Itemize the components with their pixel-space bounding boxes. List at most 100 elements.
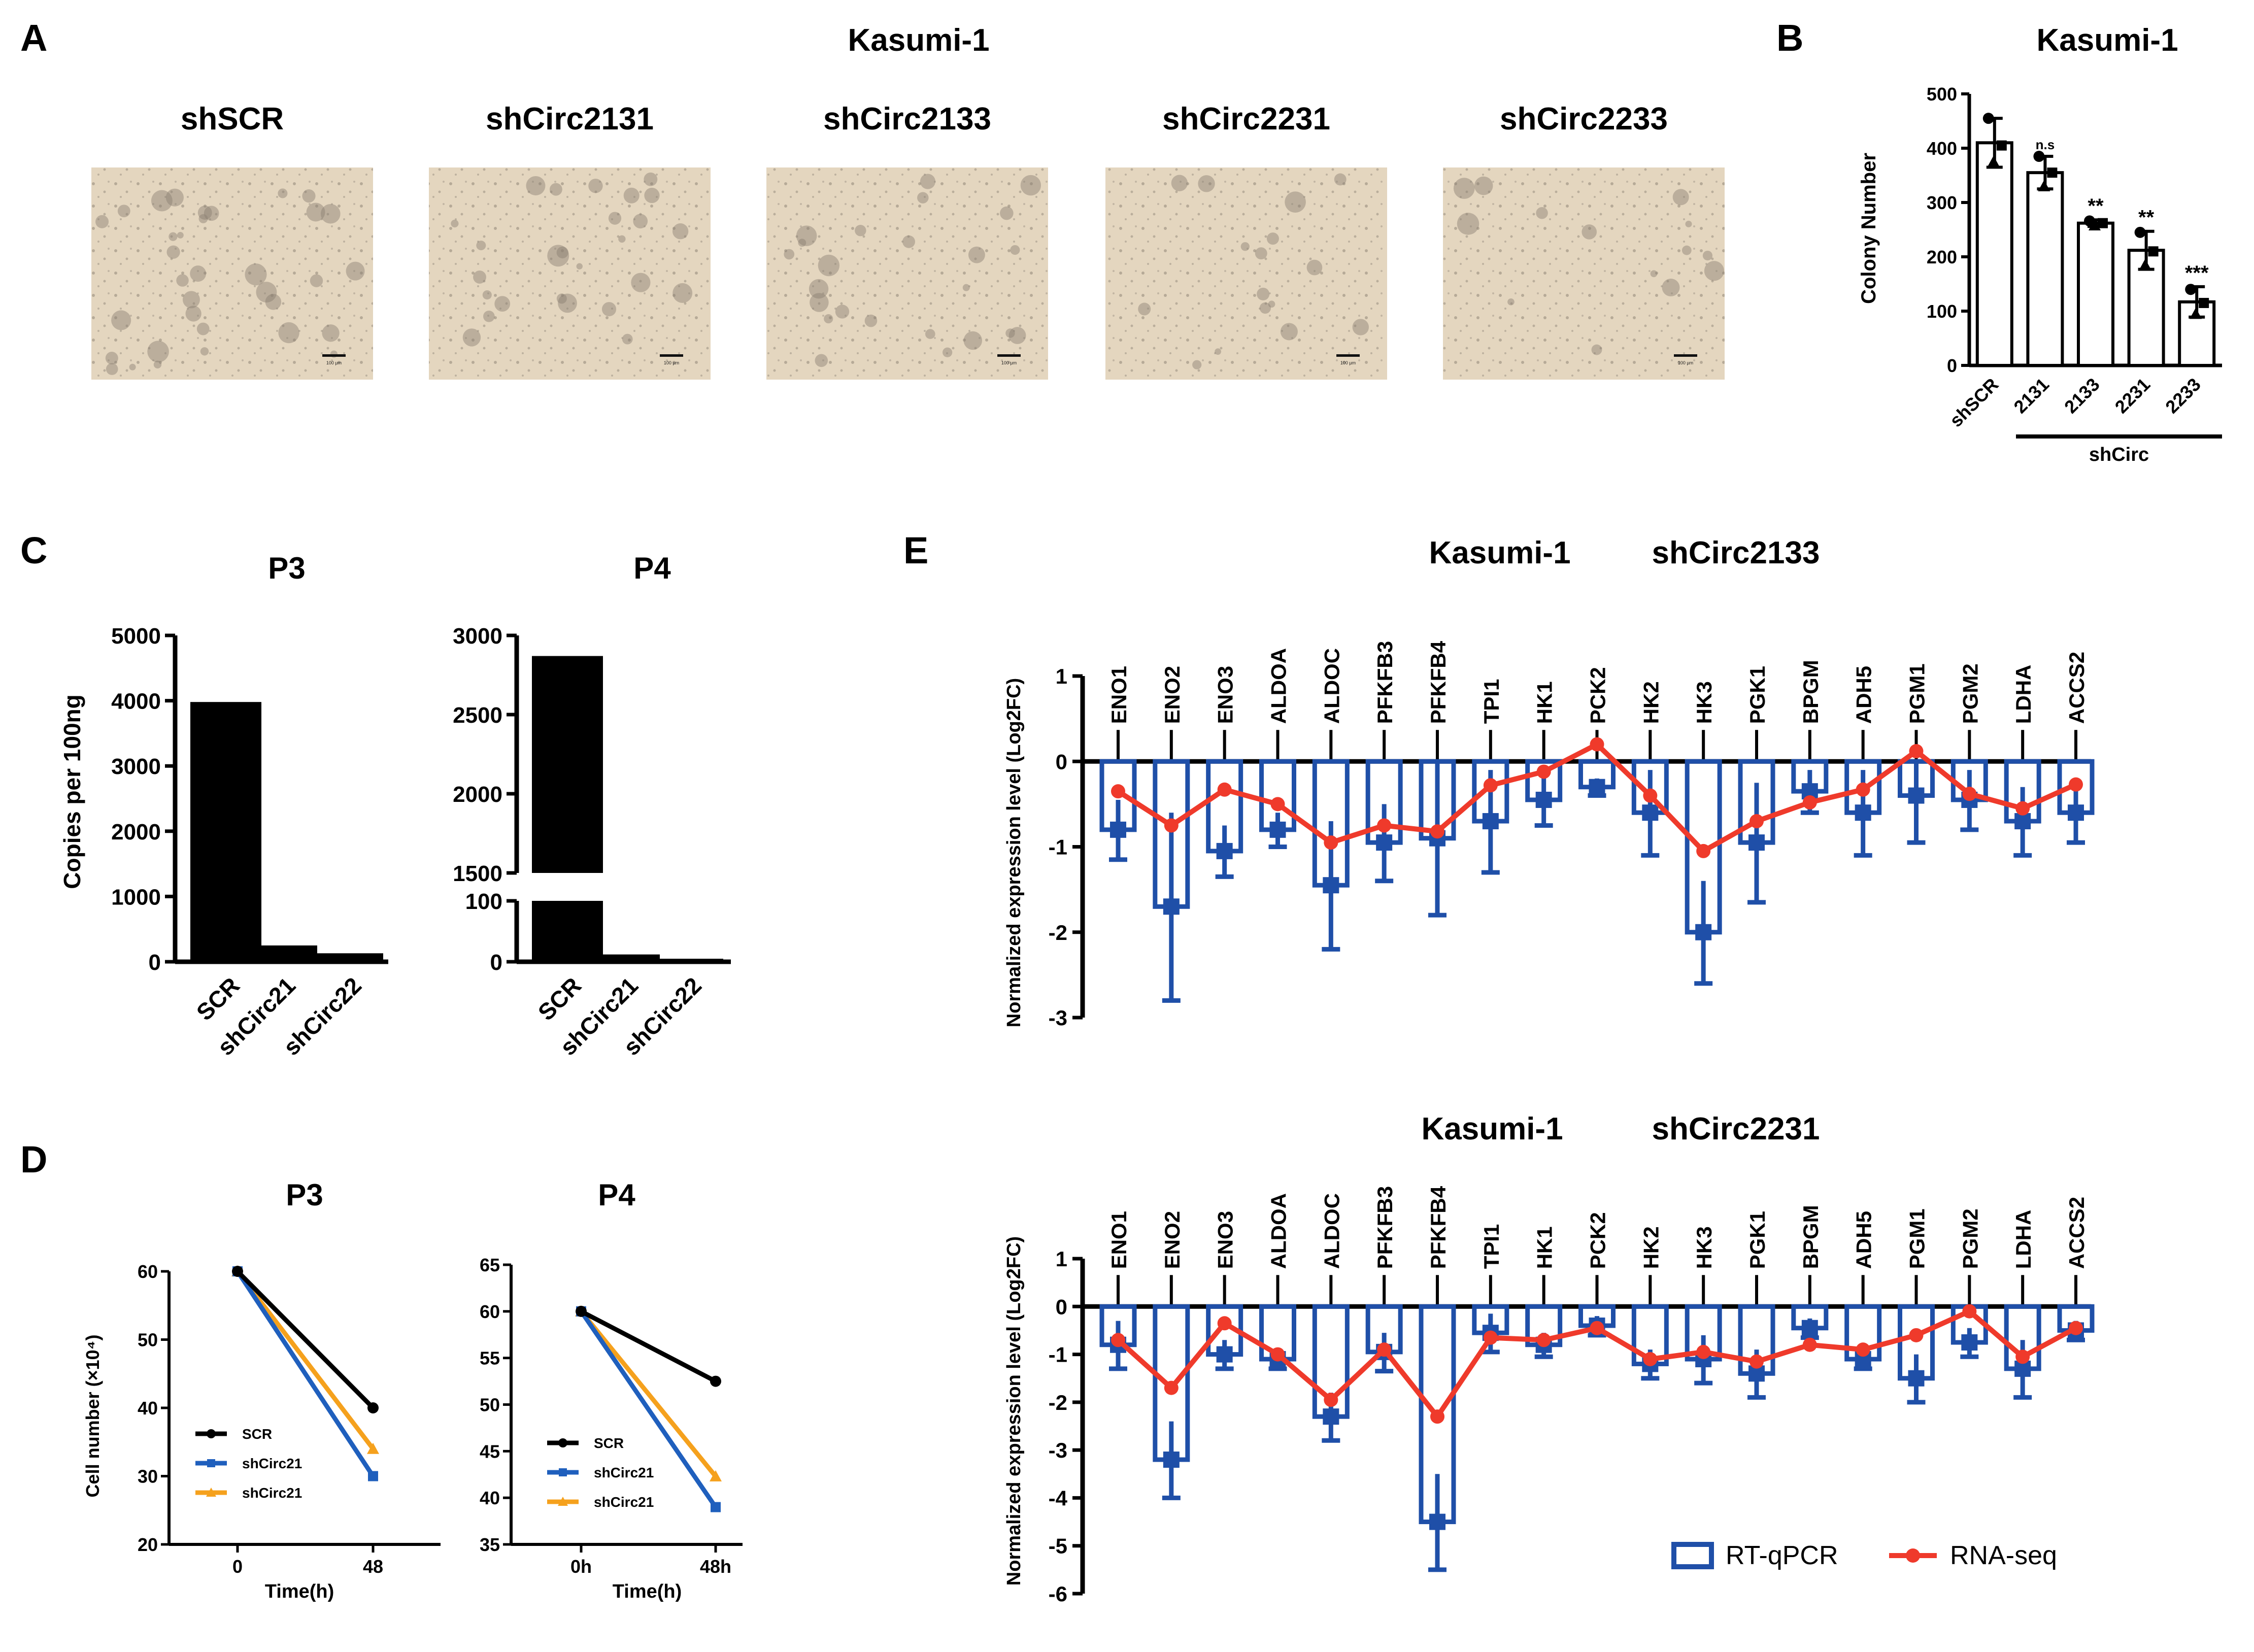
b-bar — [2077, 221, 2114, 367]
cell-cluster — [784, 249, 795, 260]
c3-y-tick-label: 0 — [149, 950, 161, 975]
cell-cluster — [1457, 213, 1479, 235]
cell-cluster — [902, 235, 916, 248]
d3-series-line — [236, 1270, 375, 1451]
cell-cluster — [494, 296, 511, 312]
cell-cluster — [256, 282, 277, 303]
b-point — [2089, 219, 2101, 230]
d3-legend-marker — [207, 1429, 216, 1438]
e1-category-label: ALDOC — [1320, 648, 1343, 724]
cell-cluster — [917, 192, 929, 204]
panel-e: Kasumi-1 shCirc2133 Normalized expressio… — [1003, 535, 2095, 1606]
cell-cluster — [644, 187, 660, 204]
d3-marker — [367, 1442, 379, 1454]
micrograph-label: shCirc2233 — [1500, 102, 1668, 137]
panel-d-p4-xlabel: Time(h) — [613, 1581, 682, 1602]
cell-cluster — [1582, 224, 1597, 240]
cell-cluster — [526, 176, 546, 196]
cell-cluster — [1005, 328, 1015, 338]
cell-cluster — [196, 322, 210, 335]
cell-cluster — [204, 206, 219, 221]
panel-b-title: Kasumi-1 — [2036, 23, 2178, 58]
cell-cluster — [1266, 232, 1279, 245]
panel-e2-ylabel: Normalized expression level (Log2FC) — [1003, 1236, 1025, 1586]
e1-seq-marker — [1217, 782, 1232, 797]
d3-series-line — [236, 1269, 375, 1410]
e2-seq-marker — [1643, 1352, 1658, 1366]
micrograph-texture — [91, 167, 373, 380]
c4-y-tick-label: 0 — [490, 950, 502, 975]
b-y-tick-label: 0 — [1947, 355, 1957, 376]
b-point — [2033, 151, 2045, 162]
e2-category-label: PGM2 — [1958, 1208, 1982, 1269]
cell-cluster — [462, 328, 481, 347]
c4-y-tick-label: 2500 — [453, 703, 502, 728]
e2-y-tick-label: -6 — [1049, 1582, 1067, 1606]
cell-cluster — [106, 363, 118, 375]
d4-x-tick-label: 0h — [570, 1556, 592, 1577]
c4-bar — [589, 954, 660, 962]
cell-cluster — [1280, 323, 1298, 341]
e2-category-label: ENO3 — [1214, 1211, 1237, 1269]
e2-y-tick-label: -3 — [1049, 1438, 1067, 1462]
e2-seq-marker — [1111, 1333, 1125, 1347]
cell-cluster — [835, 305, 850, 319]
cell-cluster — [1020, 175, 1041, 196]
e2-category-label: ACCS2 — [2065, 1197, 2089, 1269]
e1-qpcr-mean — [2068, 804, 2084, 821]
cell-cluster — [278, 188, 288, 198]
scale-bar — [322, 354, 346, 357]
e1-category-label: HK3 — [1692, 681, 1716, 724]
cell-cluster — [1306, 259, 1323, 276]
scale-bar-label: 100 µm — [664, 360, 679, 365]
panel-d-p3-xlabel: Time(h) — [265, 1581, 334, 1602]
e1-seq-marker — [2069, 777, 2083, 792]
scale-bar — [1336, 354, 1360, 357]
d3-x-tick-label: 48 — [363, 1556, 383, 1577]
d3-legend-label: shCirc21 — [242, 1456, 302, 1471]
e1-category-label: PGM2 — [1958, 663, 1982, 724]
e1-seq-marker — [1377, 818, 1392, 833]
cell-cluster — [943, 347, 953, 357]
legend-qpcr-swatch — [1671, 1542, 1714, 1569]
cell-cluster — [302, 189, 316, 203]
e2-category-label: ALDOC — [1320, 1193, 1343, 1269]
cell-cluster — [558, 293, 577, 313]
e1-qpcr-mean — [2014, 813, 2031, 830]
cell-cluster — [105, 352, 118, 365]
b-point — [1996, 140, 2007, 151]
b-point — [2139, 259, 2151, 271]
cell-cluster — [608, 212, 622, 225]
e2-seq-marker — [1483, 1330, 1498, 1345]
e2-seq-marker — [1802, 1337, 1817, 1352]
e2-seq-marker — [1164, 1380, 1179, 1395]
cell-cluster — [177, 231, 184, 239]
c3-bar — [190, 702, 261, 962]
e2-seq-marker — [1856, 1342, 1870, 1357]
e1-seq-marker — [1536, 764, 1551, 779]
cell-cluster — [182, 291, 200, 309]
d3-legend-label: SCR — [242, 1426, 272, 1442]
b-significance: *** — [2185, 262, 2209, 284]
e1-seq-marker — [1324, 835, 1338, 850]
b-point — [2047, 167, 2058, 178]
cell-cluster — [346, 261, 365, 281]
cell-cluster — [1000, 206, 1014, 220]
cell-cluster — [117, 205, 130, 218]
e1-qpcr-mean — [1216, 842, 1233, 859]
e1-qpcr-mean — [1589, 779, 1605, 795]
e1-seq-marker — [1802, 795, 1817, 810]
b-point — [2199, 297, 2209, 308]
cell-cluster — [818, 254, 840, 277]
d4-y-tick-label: 50 — [480, 1395, 500, 1415]
b-bar — [1975, 141, 2013, 367]
e1-qpcr-mean — [1855, 804, 1871, 821]
b-y-tick-label: 500 — [1927, 84, 1957, 105]
cell-cluster — [1010, 245, 1020, 255]
b-bar — [2026, 171, 2064, 367]
e2-category-label: TPI1 — [1479, 1224, 1503, 1269]
e2-seq-marker — [1324, 1393, 1338, 1407]
cell-cluster — [95, 215, 109, 228]
cell-cluster — [1685, 220, 1692, 227]
